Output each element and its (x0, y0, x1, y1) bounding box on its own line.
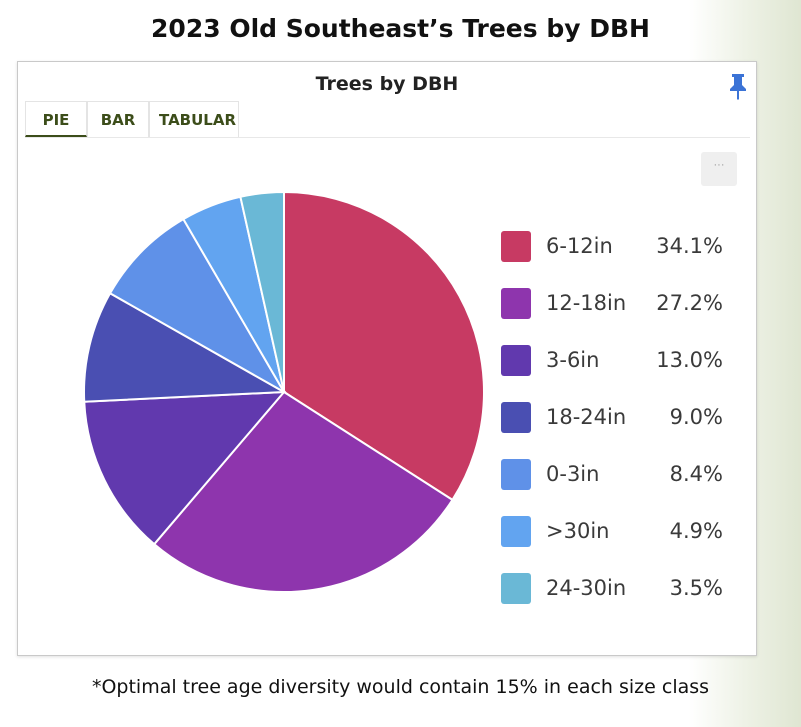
legend-label: 0-3in (546, 462, 600, 486)
legend-label: 24-30in (546, 576, 627, 600)
pie-chart (83, 190, 485, 593)
tab-pie[interactable]: PIE (25, 101, 87, 137)
tab-bar[interactable]: BAR (87, 101, 149, 137)
legend-value: 9.0% (669, 405, 723, 429)
legend-item[interactable]: 0-3in 8.4% (501, 458, 741, 492)
chart-card: Trees by DBH PIE BAR TABULAR ··· 6-12in 3… (17, 61, 757, 656)
pie-slice-6[interactable] (239, 190, 285, 393)
legend-item[interactable]: 18-24in 9.0% (501, 401, 741, 435)
legend-swatch (501, 231, 531, 262)
legend-label: 3-6in (546, 348, 600, 372)
legend-swatch (501, 573, 531, 604)
legend-value: 34.1% (656, 234, 723, 258)
legend-value: 4.9% (669, 519, 723, 543)
legend-item[interactable]: >30in 4.9% (501, 515, 741, 549)
legend-label: 6-12in (546, 234, 613, 258)
legend-item[interactable]: 24-30in 3.5% (501, 572, 741, 606)
legend-label: 18-24in (546, 405, 627, 429)
legend-swatch (501, 402, 531, 433)
card-title: Trees by DBH (315, 73, 459, 95)
pin-icon[interactable] (726, 72, 750, 100)
tab-divider (25, 137, 750, 138)
legend-item[interactable]: 6-12in 34.1% (501, 230, 741, 264)
legend-value: 3.5% (669, 576, 723, 600)
footnote: *Optimal tree age diversity would contai… (91, 676, 710, 698)
pie-slice-4[interactable] (108, 217, 287, 395)
legend-label: 12-18in (546, 291, 627, 315)
page-title: 2023 Old Southeast’s Trees by DBH (151, 14, 650, 43)
legend-value: 27.2% (656, 291, 723, 315)
legend-item[interactable]: 3-6in 13.0% (501, 344, 741, 378)
legend-item[interactable]: 12-18in 27.2% (501, 287, 741, 321)
legend-value: 8.4% (669, 462, 723, 486)
pie-slice-1[interactable] (152, 390, 454, 593)
legend-label: >30in (546, 519, 610, 543)
legend-swatch (501, 288, 531, 319)
legend-value: 13.0% (656, 348, 723, 372)
more-options-button[interactable]: ··· (701, 152, 737, 186)
tab-tabular[interactable]: TABULAR (149, 101, 239, 137)
chart-tabs: PIE BAR TABULAR (25, 101, 239, 137)
legend-swatch (501, 516, 531, 547)
legend-swatch (501, 345, 531, 376)
pie-slice-3[interactable] (83, 291, 288, 403)
legend-swatch (501, 459, 531, 490)
pie-slice-2[interactable] (83, 390, 287, 546)
